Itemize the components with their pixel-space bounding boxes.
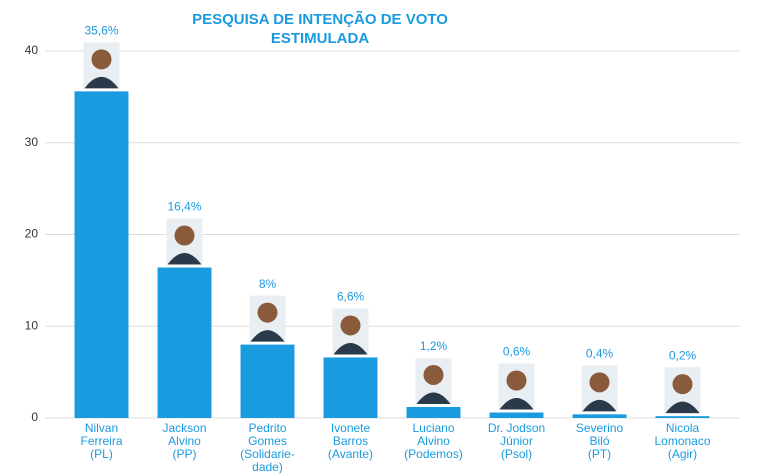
x-tick-label: Nilvan Ferreira (PL) [80,421,123,461]
bar [74,91,129,419]
value-label: 6,6% [337,290,365,304]
bar [572,414,627,418]
bar [655,416,710,418]
value-label: 0,6% [503,345,531,359]
candidate-photo [664,367,701,414]
bar [489,412,544,418]
bar [323,357,378,418]
x-tick-label: Jackson Alvino (PP) [162,421,207,461]
y-tick-label: 30 [25,135,39,149]
value-label: 35,6% [84,24,118,38]
bar [157,267,212,418]
y-tick-label: 20 [25,227,39,241]
x-tick-label: Pedrito Gomes (Solidarie- dade) [240,421,295,474]
bar [240,344,295,418]
candidate-photo [83,42,120,89]
value-label: 0,4% [586,347,614,361]
candidate-photo [332,308,369,355]
x-tick-label: Luciano Alvino (Podemos) [404,421,463,461]
value-label: 16,4% [167,200,201,214]
candidate-photo [415,357,452,404]
value-label: 0,2% [669,348,697,362]
candidate-photo [166,218,203,265]
candidate-photo [249,295,286,342]
y-tick-label: 10 [25,318,39,332]
value-label: 1,2% [420,339,448,353]
y-tick-label: 0 [31,410,38,424]
x-tick-label: Ivonete Barros (Avante) [327,421,374,461]
x-tick-label: Severino Biló (PT) [575,421,624,461]
chart-title: PESQUISA DE INTENÇÃO DE VOTO ESTIMULADA [192,11,448,47]
x-tick-label: Nicola Lomonaco (Agir) [654,421,711,461]
value-label: 8% [259,277,277,291]
y-tick-label: 40 [25,43,39,57]
x-tick-label: Dr. Jodson Júnior (Psol) [487,421,546,461]
bar [406,406,461,418]
candidate-photo [581,365,618,412]
candidate-photo [498,363,535,410]
